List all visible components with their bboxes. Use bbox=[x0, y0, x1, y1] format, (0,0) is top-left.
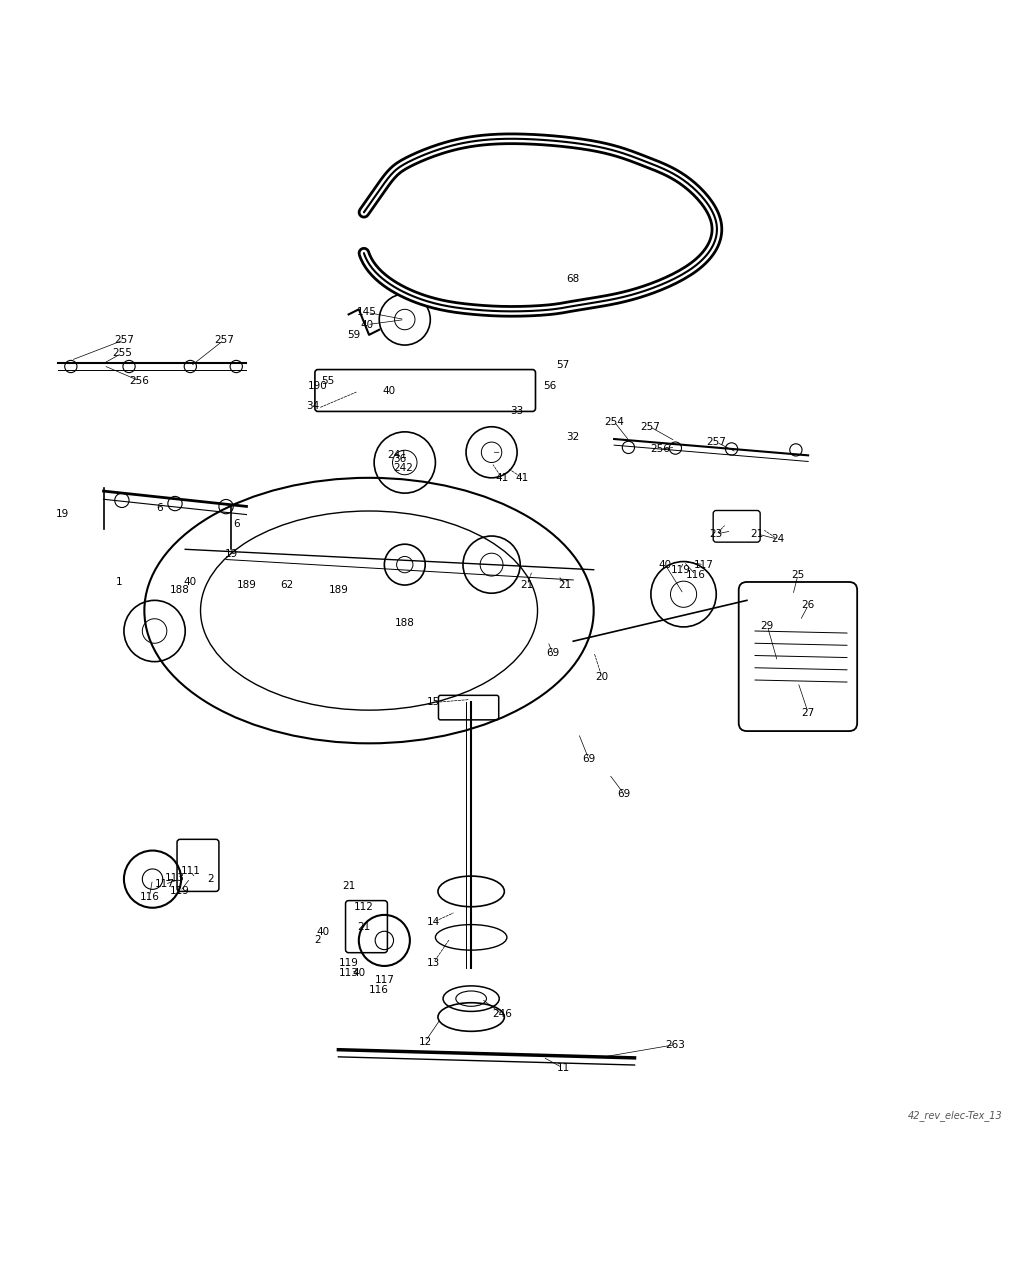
Text: 29: 29 bbox=[761, 621, 774, 631]
Text: 56: 56 bbox=[543, 381, 556, 391]
Text: 21: 21 bbox=[342, 881, 355, 891]
Text: 33: 33 bbox=[511, 406, 523, 416]
Text: 27: 27 bbox=[802, 708, 815, 718]
Text: 189: 189 bbox=[237, 581, 256, 591]
Text: 119: 119 bbox=[170, 886, 190, 896]
Text: 112: 112 bbox=[354, 902, 374, 911]
Text: 41: 41 bbox=[516, 473, 528, 483]
Text: 1: 1 bbox=[116, 577, 122, 587]
Text: 113: 113 bbox=[165, 873, 185, 883]
Text: 257: 257 bbox=[707, 437, 726, 447]
Text: 40: 40 bbox=[352, 968, 366, 978]
Text: 188: 188 bbox=[395, 618, 415, 627]
Text: 15: 15 bbox=[427, 698, 440, 708]
Text: 21: 21 bbox=[751, 529, 764, 539]
Text: 11: 11 bbox=[556, 1063, 569, 1073]
Text: 257: 257 bbox=[640, 422, 659, 432]
Text: 119: 119 bbox=[339, 958, 358, 968]
Text: 254: 254 bbox=[604, 416, 624, 427]
Text: 40: 40 bbox=[658, 559, 672, 569]
Text: 36: 36 bbox=[393, 454, 407, 464]
Text: 246: 246 bbox=[492, 1008, 512, 1018]
Text: 111: 111 bbox=[180, 866, 201, 876]
Text: 21: 21 bbox=[357, 923, 371, 933]
Text: 2: 2 bbox=[208, 875, 214, 885]
Text: 2: 2 bbox=[314, 935, 322, 945]
Text: 19: 19 bbox=[56, 509, 70, 519]
Text: 113: 113 bbox=[339, 968, 358, 978]
Text: 68: 68 bbox=[566, 274, 580, 284]
Text: 190: 190 bbox=[308, 381, 328, 391]
Text: 19: 19 bbox=[224, 549, 238, 559]
Text: 257: 257 bbox=[114, 334, 134, 345]
Text: 62: 62 bbox=[281, 581, 294, 591]
Text: 23: 23 bbox=[710, 529, 723, 539]
Text: 42_rev_elec-Tex_13: 42_rev_elec-Tex_13 bbox=[907, 1111, 1002, 1121]
Text: 13: 13 bbox=[427, 958, 440, 968]
Text: 69: 69 bbox=[617, 790, 631, 799]
Text: 257: 257 bbox=[214, 334, 233, 345]
Text: 263: 263 bbox=[666, 1040, 685, 1050]
Text: 21: 21 bbox=[520, 581, 534, 591]
Text: 26: 26 bbox=[802, 601, 815, 611]
Text: 69: 69 bbox=[546, 649, 559, 659]
Text: 25: 25 bbox=[792, 570, 805, 579]
Text: 242: 242 bbox=[393, 463, 413, 472]
Text: 256: 256 bbox=[650, 444, 670, 454]
Text: 117: 117 bbox=[375, 976, 394, 986]
Text: 188: 188 bbox=[170, 586, 190, 596]
Text: 117: 117 bbox=[694, 559, 714, 569]
Text: 20: 20 bbox=[595, 671, 608, 681]
Text: 41: 41 bbox=[496, 473, 508, 483]
Text: 40: 40 bbox=[360, 319, 374, 329]
Text: 34: 34 bbox=[306, 401, 319, 411]
Text: 59: 59 bbox=[347, 329, 360, 339]
Text: 12: 12 bbox=[419, 1036, 432, 1046]
Text: 241: 241 bbox=[388, 451, 408, 461]
Text: 40: 40 bbox=[383, 386, 396, 396]
Text: 116: 116 bbox=[370, 986, 389, 996]
Text: 55: 55 bbox=[322, 376, 335, 386]
Text: 116: 116 bbox=[686, 570, 706, 579]
Text: 40: 40 bbox=[183, 577, 197, 587]
Text: 14: 14 bbox=[427, 917, 440, 928]
Text: 255: 255 bbox=[112, 348, 132, 358]
Text: 40: 40 bbox=[316, 928, 330, 938]
Text: 119: 119 bbox=[671, 564, 690, 574]
Text: 116: 116 bbox=[139, 891, 160, 901]
Text: 57: 57 bbox=[556, 361, 569, 371]
Text: 6: 6 bbox=[232, 519, 240, 529]
Text: 145: 145 bbox=[357, 308, 377, 317]
Text: 69: 69 bbox=[582, 753, 595, 764]
Text: 117: 117 bbox=[155, 880, 175, 890]
Text: 189: 189 bbox=[329, 586, 348, 596]
Text: 256: 256 bbox=[129, 376, 150, 386]
Text: 32: 32 bbox=[566, 432, 580, 442]
Text: 21: 21 bbox=[558, 581, 571, 591]
Text: 24: 24 bbox=[771, 534, 784, 544]
Text: 6: 6 bbox=[157, 504, 163, 514]
